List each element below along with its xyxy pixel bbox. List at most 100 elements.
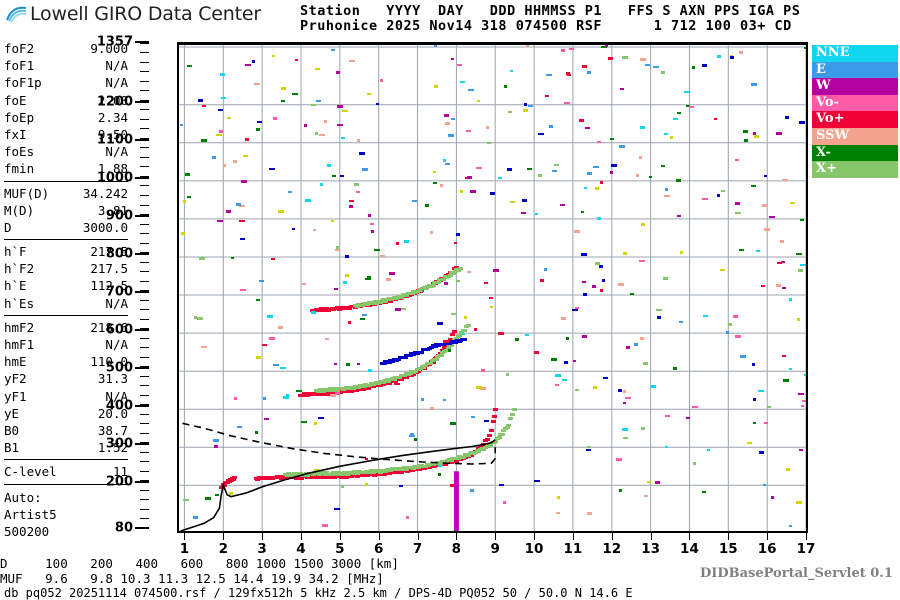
echo-marker <box>580 211 584 214</box>
legend-item-w[interactable]: W <box>812 78 898 95</box>
echo-marker <box>655 309 662 312</box>
param-row: yF1 N/A <box>4 388 128 405</box>
ionogram-plot[interactable] <box>177 42 808 533</box>
x-axis-tick <box>262 533 264 540</box>
scale-row-d: D 100 200 400 600 800 1000 1500 3000 [km… <box>0 556 399 571</box>
echo-marker <box>226 480 232 484</box>
echo-marker <box>490 420 496 424</box>
echo-marker <box>781 179 788 182</box>
y-axis-minor-tick <box>140 109 149 111</box>
echo-marker <box>716 194 720 198</box>
x-axis-label: 16 <box>757 541 777 557</box>
legend-label: Vo+ <box>816 111 845 127</box>
echo-marker <box>587 445 592 448</box>
echo-marker <box>593 386 598 390</box>
echo-marker <box>264 418 270 421</box>
echo-marker <box>253 83 260 86</box>
y-axis-tick <box>135 214 149 217</box>
param-value: 1.88 <box>97 161 128 177</box>
echo-marker <box>395 468 401 472</box>
echo-marker <box>430 283 436 287</box>
param-key: yF1 <box>4 388 27 404</box>
echo-marker <box>475 167 482 170</box>
echo-marker <box>183 499 190 502</box>
echo-marker <box>322 524 329 528</box>
param-value: 3000.0 <box>82 219 128 235</box>
echo-marker <box>775 284 781 288</box>
echo-marker <box>664 414 670 417</box>
param-key: h`E <box>4 278 27 294</box>
echo-marker <box>763 483 767 486</box>
param-key: C-level <box>4 464 57 480</box>
echo-marker <box>448 349 452 353</box>
echo-marker <box>734 201 740 205</box>
echo-marker <box>640 125 646 129</box>
echo-marker <box>484 420 490 423</box>
echo-marker <box>345 274 350 278</box>
param-value: 217.5 <box>90 261 128 277</box>
echo-marker <box>409 433 414 436</box>
y-axis-tick <box>135 329 149 332</box>
echo-marker <box>214 493 219 496</box>
param-divider <box>4 239 128 241</box>
echo-marker <box>269 337 276 341</box>
echo-marker <box>544 267 548 271</box>
param-row: MUF(D) 34.242 <box>4 185 128 202</box>
echo-marker <box>444 162 450 165</box>
echo-marker <box>343 281 348 285</box>
echo-marker <box>734 211 741 214</box>
echo-marker <box>447 273 453 277</box>
echo-marker <box>451 57 455 60</box>
echo-marker <box>597 140 602 143</box>
legend-item-vo[interactable]: Vo- <box>812 94 898 112</box>
param-value: 11 <box>112 464 128 480</box>
echo-marker <box>361 168 368 172</box>
echo-marker <box>316 100 322 103</box>
echo-marker <box>769 215 776 218</box>
echo-marker <box>283 476 289 480</box>
echo-marker <box>316 476 322 480</box>
echo-marker <box>453 336 459 340</box>
echo-marker <box>192 516 198 520</box>
legend-item-vo[interactable]: Vo+ <box>812 111 898 128</box>
echo-marker <box>766 406 771 409</box>
echo-marker <box>295 59 299 62</box>
echo-marker <box>586 511 592 515</box>
echo-marker <box>491 414 497 418</box>
echo-marker <box>341 307 347 311</box>
legend-item-x[interactable]: X+ <box>812 161 898 178</box>
echo-marker <box>269 168 276 171</box>
echo-marker <box>416 467 422 471</box>
echo-marker <box>607 56 613 60</box>
y-axis-label: 700 <box>105 284 133 300</box>
echo-marker <box>639 156 643 160</box>
echo-marker <box>801 400 806 403</box>
echo-marker <box>445 122 451 126</box>
echo-marker <box>441 343 447 347</box>
echo-marker <box>551 357 558 361</box>
param-value: N/A <box>105 388 128 404</box>
echo-marker <box>312 229 316 232</box>
echo-marker <box>574 306 579 309</box>
legend-item-x[interactable]: X- <box>812 144 898 162</box>
echo-marker <box>465 323 471 327</box>
param-key: foF1p <box>4 75 42 91</box>
echo-marker <box>755 250 760 253</box>
echo-marker <box>463 316 467 320</box>
echo-marker <box>459 190 463 194</box>
legend-item-ssw[interactable]: SSW <box>812 127 898 145</box>
y-axis-minor-tick <box>140 252 149 254</box>
echo-marker <box>319 182 323 186</box>
x-axis-tick <box>495 533 497 540</box>
y-axis-minor-tick <box>140 299 149 301</box>
param-divider <box>4 459 128 461</box>
legend-item-nne[interactable]: NNE <box>812 45 898 62</box>
echo-marker <box>561 317 567 321</box>
legend-label: SSW <box>816 127 850 143</box>
echo-marker <box>676 215 681 218</box>
x-axis-label: 4 <box>296 541 306 557</box>
echo-marker <box>486 142 491 145</box>
y-axis-tick <box>135 405 149 408</box>
legend-item-e[interactable]: E <box>812 61 898 79</box>
echo-marker <box>509 201 515 204</box>
